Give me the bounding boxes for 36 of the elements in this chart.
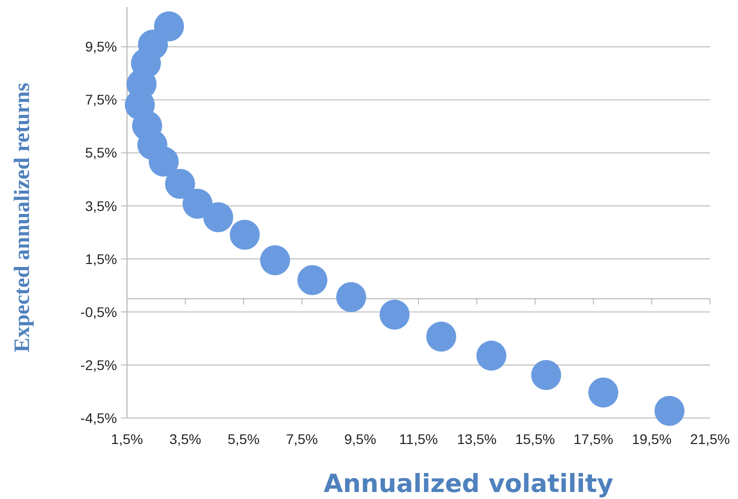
- point: [154, 11, 184, 42]
- point: [297, 265, 328, 296]
- x-tick-label: 11,5%: [399, 431, 438, 447]
- point: [165, 168, 196, 199]
- y-tick-label: 3,5%: [85, 198, 117, 214]
- y-tick-label: -4,5%: [80, 410, 117, 426]
- point: [230, 220, 260, 250]
- point: [260, 245, 290, 276]
- point: [588, 378, 618, 408]
- x-tick-label: 15,5%: [515, 431, 555, 447]
- y-tick-label: 7,5%: [85, 92, 117, 108]
- y-tick-label: 5,5%: [85, 144, 117, 161]
- y-tick-label: -0,5%: [80, 304, 117, 320]
- point: [426, 322, 456, 352]
- y-tick-label: -2,5%: [80, 356, 117, 373]
- y-tick-label: 9,5%: [85, 38, 117, 55]
- x-tick-label: 17,5%: [574, 431, 614, 447]
- x-tick-label: 13,5%: [456, 431, 497, 447]
- y-axis-title: Expected annualized returns: [9, 82, 34, 352]
- x-tick-label: 9,5%: [344, 431, 376, 447]
- x-tick-label: 7,5%: [286, 431, 318, 447]
- y-tick-label: 1,5%: [85, 250, 117, 267]
- point: [203, 202, 234, 232]
- x-tick-label: 19,5%: [632, 431, 672, 447]
- point: [336, 282, 366, 312]
- point: [654, 396, 684, 426]
- point: [531, 360, 562, 390]
- x-tick-label: 3,5%: [169, 431, 202, 447]
- point: [148, 146, 179, 177]
- x-axis-title: Annualized volatility: [324, 469, 614, 498]
- x-tick-label: 21,5%: [690, 431, 730, 447]
- point: [380, 300, 410, 330]
- point: [182, 188, 213, 219]
- x-tick-label: 5,5%: [228, 431, 260, 447]
- x-tick-label: 1,5%: [111, 431, 143, 447]
- point: [476, 340, 506, 371]
